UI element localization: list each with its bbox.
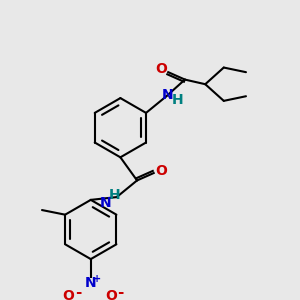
Text: O: O	[105, 289, 117, 300]
Text: O: O	[63, 289, 74, 300]
Text: H: H	[109, 188, 121, 202]
Text: N: N	[100, 196, 111, 210]
Text: O: O	[155, 62, 167, 76]
Text: H: H	[172, 93, 183, 107]
Text: N: N	[161, 88, 173, 102]
Text: N: N	[85, 276, 97, 290]
Text: -: -	[117, 285, 124, 300]
Text: -: -	[75, 285, 81, 300]
Text: +: +	[93, 274, 101, 284]
Text: O: O	[155, 164, 167, 178]
